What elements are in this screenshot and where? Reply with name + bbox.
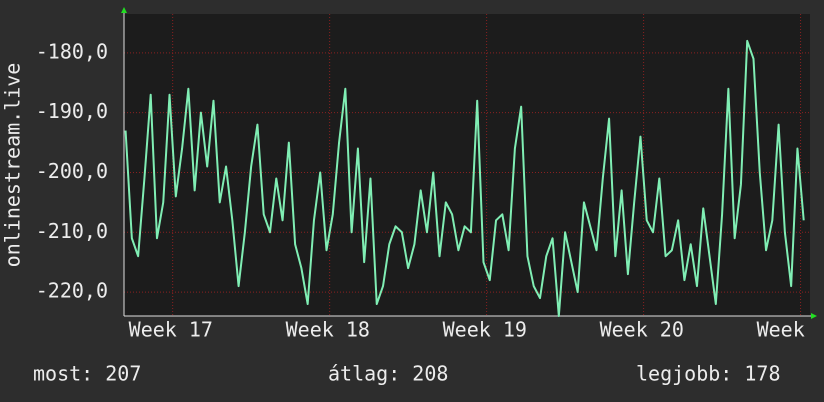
x-tick-label: Week 20 (600, 318, 684, 342)
x-tick-label: Week 19 (443, 318, 527, 342)
plot-area (124, 14, 810, 316)
x-tick-label: Week (757, 318, 805, 342)
footer-best: legjobb: 178 (636, 362, 781, 386)
y-tick-label: -200,0 (36, 159, 108, 183)
x-tick-label: Week 17 (129, 318, 213, 342)
data-line (124, 39, 805, 317)
footer-current: most: 207 (33, 362, 141, 386)
y-axis-label: onlinestream.live (1, 63, 25, 268)
y-tick-label: -220,0 (36, 279, 108, 303)
x-arrow (811, 313, 817, 319)
y-arrow (121, 7, 127, 13)
footer-average: átlag: 208 (328, 362, 448, 386)
grid-layer (124, 14, 810, 316)
y-tick-label: -210,0 (36, 219, 108, 243)
x-tick-label: Week 18 (286, 318, 370, 342)
y-tick-label: -190,0 (36, 99, 108, 123)
y-tick-label: -180,0 (36, 39, 108, 63)
